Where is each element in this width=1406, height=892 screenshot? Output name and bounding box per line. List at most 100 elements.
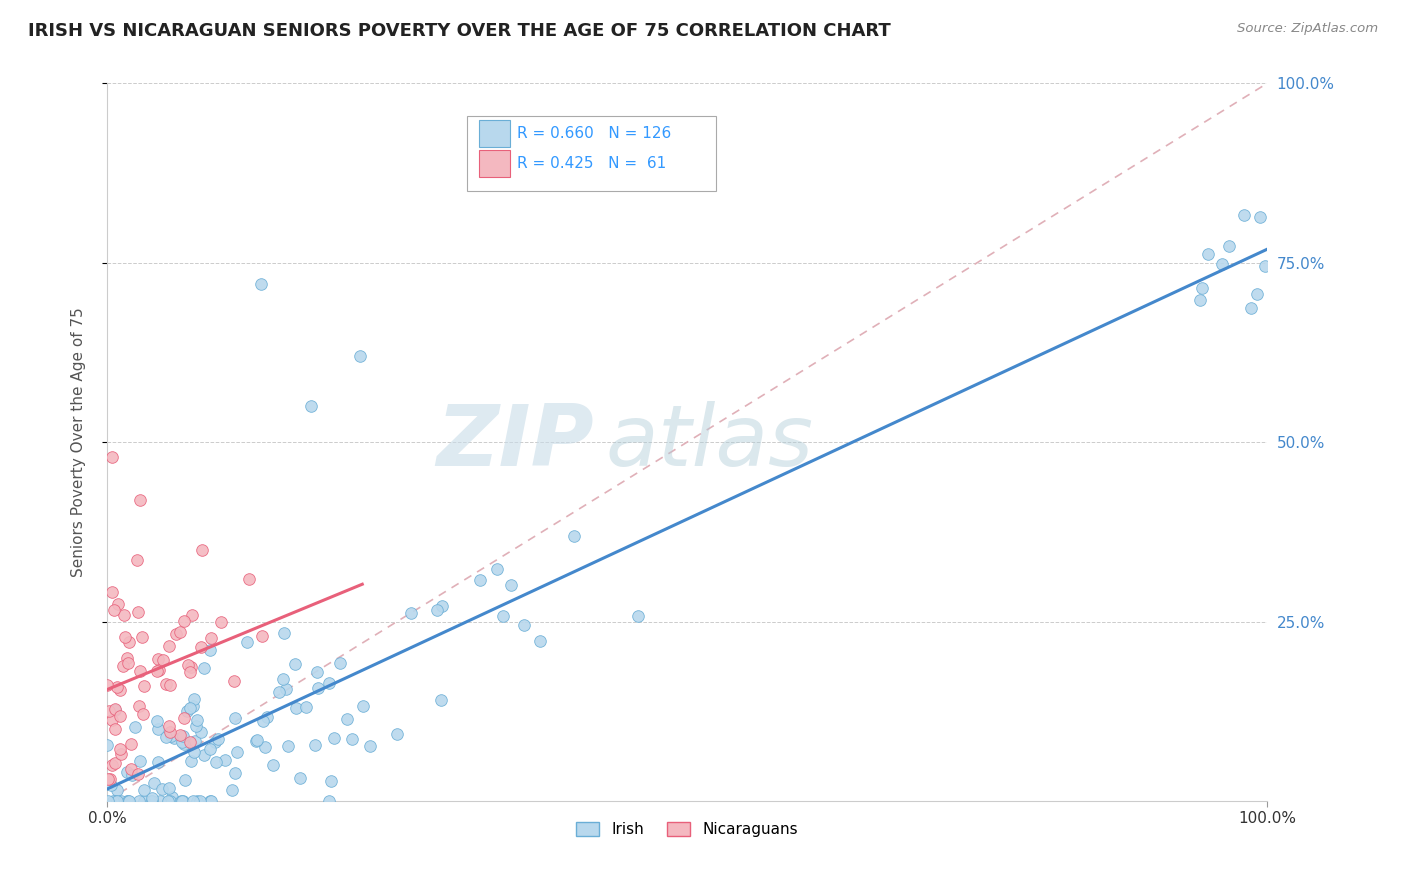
Point [329, 656, 352, 670]
Point [101, 714, 124, 728]
Point [118, 635, 141, 649]
Point [139, 794, 162, 808]
Point [207, 731, 229, 746]
Point [101, 585, 124, 599]
Point [305, 665, 328, 679]
Point [159, 794, 181, 808]
Point [322, 731, 344, 746]
Point [146, 665, 169, 679]
Point [160, 790, 183, 805]
Point [1188, 293, 1211, 308]
Point [155, 676, 177, 690]
Point [304, 738, 326, 752]
Point [114, 630, 136, 644]
Point [295, 699, 318, 714]
Point [112, 608, 135, 623]
FancyBboxPatch shape [479, 120, 509, 146]
Point [165, 627, 187, 641]
Point [284, 700, 307, 714]
Point [163, 731, 186, 745]
Point [529, 634, 551, 648]
Point [200, 631, 222, 645]
Point [108, 741, 131, 756]
Point [134, 783, 156, 797]
Point [127, 766, 149, 780]
Point [173, 711, 195, 725]
Point [157, 781, 180, 796]
Point [101, 794, 124, 808]
Point [170, 794, 193, 808]
Point [273, 625, 295, 640]
Point [169, 728, 191, 742]
Point [186, 713, 208, 727]
Point [200, 794, 222, 808]
Point [143, 776, 166, 790]
Point [108, 709, 131, 723]
Point [181, 794, 204, 808]
Point [159, 678, 181, 692]
Point [190, 725, 212, 739]
Point [128, 794, 150, 808]
FancyBboxPatch shape [467, 116, 716, 191]
Point [399, 606, 422, 620]
Point [1239, 301, 1261, 315]
Point [146, 652, 169, 666]
Point [238, 572, 260, 586]
Point [290, 772, 312, 786]
Point [96, 738, 118, 752]
Text: ZIP: ZIP [437, 401, 595, 483]
Point [262, 757, 284, 772]
Point [132, 794, 155, 808]
Point [485, 562, 508, 576]
Point [271, 672, 294, 686]
Point [141, 791, 163, 805]
Point [1249, 211, 1271, 225]
Point [98, 772, 121, 787]
Point [115, 651, 138, 665]
Point [318, 794, 340, 808]
Point [186, 794, 208, 808]
Point [513, 618, 536, 632]
Point [183, 692, 205, 706]
Point [321, 774, 343, 789]
Text: atlas: atlas [606, 401, 814, 483]
Point [118, 794, 141, 808]
Point [104, 722, 127, 736]
Point [148, 794, 170, 808]
Text: R = 0.660   N = 126: R = 0.660 N = 126 [516, 126, 671, 141]
Point [157, 639, 180, 653]
Point [284, 657, 307, 672]
Point [108, 683, 131, 698]
Legend: Irish, Nicaraguans: Irish, Nicaraguans [571, 816, 804, 844]
Point [336, 713, 359, 727]
Point [120, 737, 142, 751]
Point [184, 719, 207, 733]
Point [173, 737, 195, 751]
Point [104, 701, 127, 715]
Text: Source: ZipAtlas.com: Source: ZipAtlas.com [1237, 22, 1378, 36]
Point [146, 714, 169, 728]
Point [104, 756, 127, 770]
Point [1218, 239, 1240, 253]
Point [181, 699, 204, 714]
Point [190, 640, 212, 654]
Point [124, 721, 146, 735]
Point [159, 725, 181, 739]
Point [104, 794, 127, 808]
Point [107, 794, 129, 808]
Point [148, 722, 170, 736]
Point [117, 656, 139, 670]
Point [180, 660, 202, 674]
Point [155, 730, 177, 744]
Point [131, 630, 153, 644]
Point [180, 608, 202, 623]
Point [562, 529, 585, 543]
Point [1211, 257, 1233, 271]
Point [252, 630, 274, 644]
Point [198, 642, 221, 657]
Point [160, 729, 183, 743]
Point [157, 719, 180, 733]
Point [224, 765, 246, 780]
Point [127, 605, 149, 619]
Point [200, 741, 222, 756]
